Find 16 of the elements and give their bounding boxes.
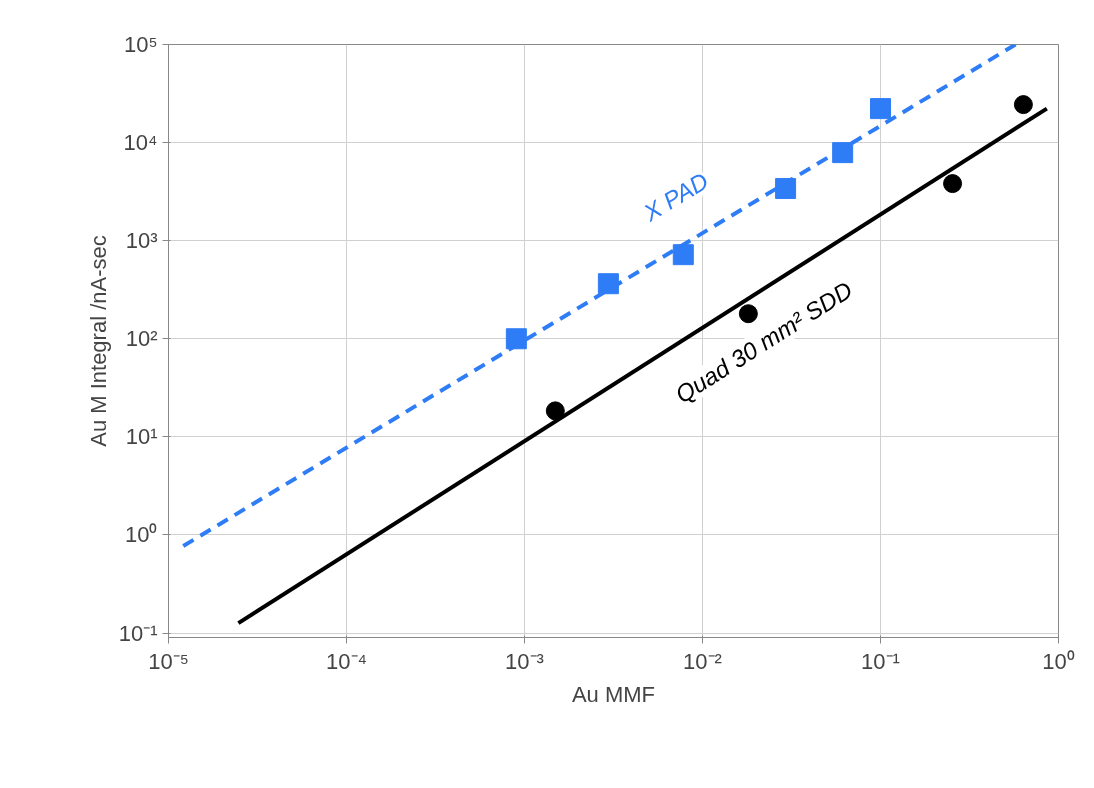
- y-tick-label: 10¹: [125, 424, 158, 450]
- x-tick-label: 10⁻⁵: [148, 648, 189, 674]
- text: X PAD: [638, 166, 714, 227]
- x-tick-label: 10⁻²: [683, 648, 722, 674]
- y-tick-label: 10²: [125, 326, 158, 352]
- y-tick-label: 10⁰: [125, 522, 158, 548]
- x-axis-title: Au MMF: [571, 681, 656, 707]
- y-axis-title: Au M Integral /nA-sec: [85, 235, 111, 447]
- x-tick-label: 10⁰: [1042, 648, 1075, 674]
- y-tick-label: 10⁵: [123, 32, 158, 57]
- x-tick-label: 10⁻⁴: [326, 648, 367, 674]
- y-tick-label: 10⁻¹: [118, 620, 158, 646]
- y-tick-label: 10³: [125, 228, 158, 254]
- x-tick-label: 10⁻¹: [861, 648, 900, 674]
- y-tick-label: 10⁴: [123, 130, 158, 156]
- x-tick-label: 10⁻³: [505, 648, 544, 674]
